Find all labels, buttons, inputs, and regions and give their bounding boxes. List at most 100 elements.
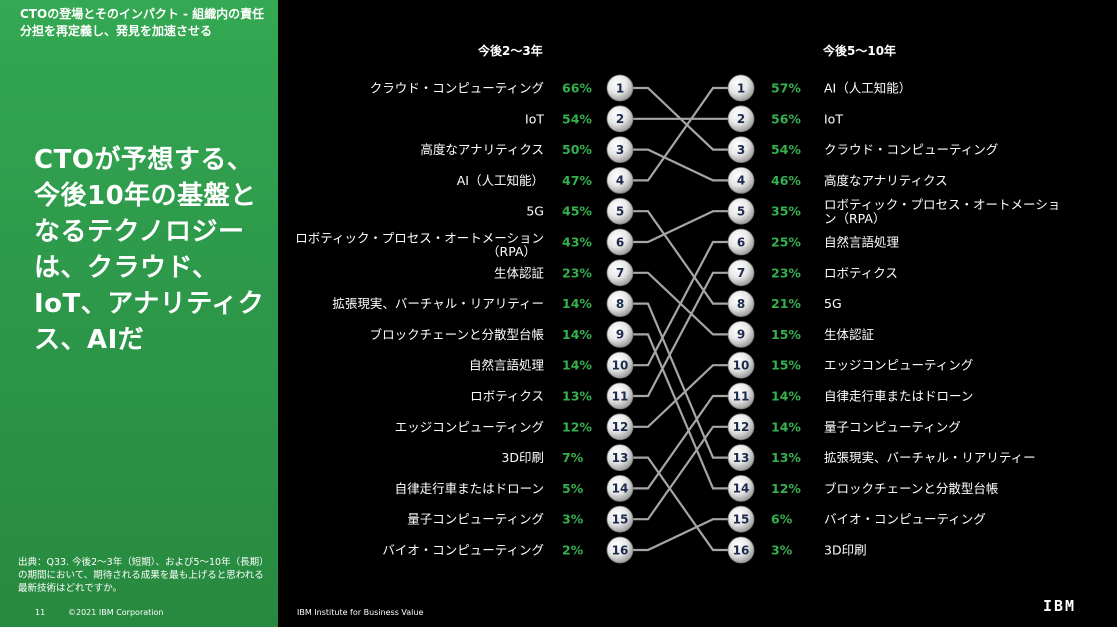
copyright: ©2021 IBM Corporation xyxy=(68,608,164,617)
long-term-rank-marker xyxy=(727,536,755,564)
long-term-percentage: 12% xyxy=(771,481,801,496)
short-term-rank-number: 5 xyxy=(616,205,624,219)
long-term-rank-number: 9 xyxy=(737,328,745,342)
long-term-title: 今後5～10年 xyxy=(823,44,897,58)
long-term-label: 自律走行車またはドローン xyxy=(824,389,973,404)
short-term-rank-number: 8 xyxy=(616,297,624,311)
short-term-rank-number: 4 xyxy=(616,174,624,188)
sidebar-panel: CTOの登場とそのインパクト - 組織内の責任分担を再定義し、発見を加速させる … xyxy=(0,0,278,627)
slide-subtitle: CTOの登場とそのインパクト - 組織内の責任分担を再定義し、発見を加速させる xyxy=(20,7,265,38)
short-term-rank-marker xyxy=(606,197,634,225)
long-term-percentage: 35% xyxy=(771,204,801,219)
long-term-rank-number: 13 xyxy=(733,451,750,465)
short-term-percentage: 5% xyxy=(562,481,584,496)
long-term-percentage: 57% xyxy=(771,81,801,96)
short-term-rank-number: 11 xyxy=(612,389,629,403)
rank-connector xyxy=(633,364,728,428)
long-term-percentage: 13% xyxy=(771,450,801,465)
long-term-rank-marker xyxy=(727,166,755,194)
short-term-percentage: 45% xyxy=(562,204,592,219)
long-term-percentage: 15% xyxy=(771,327,801,342)
short-term-label: 高度なアナリティクス xyxy=(420,142,544,157)
long-term-label: IoT xyxy=(824,111,843,126)
short-term-percentage: 12% xyxy=(562,419,592,434)
long-term-percentage: 14% xyxy=(771,419,801,434)
short-term-label: 5G xyxy=(526,204,544,219)
rank-connector xyxy=(633,456,728,552)
short-term-label: バイオ・コンピューティング xyxy=(382,543,544,558)
short-term-label: AI（人工知能） xyxy=(457,173,544,188)
short-term-label: 自然言語処理 xyxy=(469,358,545,373)
long-term-rank-number: 6 xyxy=(737,235,745,249)
long-term-rank-marker xyxy=(727,382,755,410)
rank-connector xyxy=(633,425,728,521)
source-note: 出典：Q33. 今後2～3年（短期）、および5～10年（長期）の期間において、期… xyxy=(18,557,264,594)
short-term-label: 生体認証 xyxy=(494,265,545,280)
rank-connector xyxy=(633,148,728,182)
short-term-rank-number: 2 xyxy=(616,112,624,126)
long-term-rank-marker xyxy=(727,505,755,533)
long-term-label: 自然言語処理 xyxy=(824,235,900,250)
short-term-label: 量子コンピューティング xyxy=(407,512,544,527)
short-term-rank-marker xyxy=(606,166,634,194)
long-term-label: クラウド・コンピューティング xyxy=(824,142,998,157)
short-term-rank-marker xyxy=(606,290,634,318)
long-term-rank-number: 10 xyxy=(733,359,750,373)
rank-connector xyxy=(633,210,728,244)
long-term-rank-number: 2 xyxy=(737,112,745,126)
long-term-label: エッジコンピューティング xyxy=(824,358,973,373)
short-term-label: 拡張現実、バーチャル・リアリティー xyxy=(332,296,544,311)
short-term-rank-number: 15 xyxy=(612,513,629,527)
long-term-percentage: 6% xyxy=(771,512,793,527)
short-term-rank-number: 12 xyxy=(612,420,629,434)
long-term-label: 生体認証 xyxy=(824,327,875,342)
long-term-percentage: 21% xyxy=(771,296,801,311)
long-term-rank-number: 7 xyxy=(737,266,745,280)
long-term-rank-number: 12 xyxy=(733,420,750,434)
long-term-percentage: 14% xyxy=(771,389,801,404)
long-term-percentage: 15% xyxy=(771,358,801,373)
rank-connector xyxy=(633,394,728,490)
short-term-title: 今後2～3年 xyxy=(478,44,543,58)
short-term-label: 3D印刷 xyxy=(501,450,544,465)
long-term-rank-marker xyxy=(727,228,755,256)
short-term-rank-marker xyxy=(606,228,634,256)
long-term-rank-marker xyxy=(727,197,755,225)
long-term-percentage: 46% xyxy=(771,173,801,188)
rank-connector xyxy=(633,271,728,398)
short-term-rank-marker xyxy=(606,136,634,164)
long-term-rank-marker xyxy=(727,290,755,318)
long-term-percentage: 54% xyxy=(771,142,801,157)
long-term-label: 高度なアナリティクス xyxy=(824,173,948,188)
long-term-rank-number: 16 xyxy=(733,543,750,557)
long-term-rank-number: 15 xyxy=(733,513,750,527)
short-term-rank-number: 13 xyxy=(612,451,629,465)
short-term-rank-number: 14 xyxy=(612,482,629,496)
long-term-percentage: 25% xyxy=(771,235,801,250)
slide-headline: CTOが予想する、今後10年の基盤となるテクノロジーは、クラウド、IoT、アナリ… xyxy=(34,145,265,355)
short-term-label: ロボティック・プロセス・オートメーション xyxy=(295,231,544,246)
short-term-rank-number: 16 xyxy=(612,543,629,557)
long-term-rank-marker xyxy=(727,136,755,164)
short-term-rank-marker xyxy=(606,474,634,502)
short-term-rank-marker xyxy=(606,536,634,564)
short-term-rank-marker xyxy=(606,259,634,287)
short-term-rank-marker xyxy=(606,444,634,472)
long-term-label: AI（人工知能） xyxy=(824,81,911,96)
long-term-label: ロボティック・プロセス・オートメーショ xyxy=(824,197,1060,212)
short-term-rank-marker xyxy=(606,105,634,133)
long-term-rank-number: 5 xyxy=(737,205,745,219)
long-term-rank-marker xyxy=(727,74,755,102)
short-term-rank-marker xyxy=(606,382,634,410)
rank-connector xyxy=(633,86,728,182)
short-term-percentage: 3% xyxy=(562,512,584,527)
long-term-label: バイオ・コンピューティング xyxy=(824,512,986,527)
short-term-rank-number: 3 xyxy=(616,143,624,157)
short-term-rank-number: 6 xyxy=(616,235,624,249)
long-term-rank-number: 3 xyxy=(737,143,745,157)
long-term-rank-marker xyxy=(727,413,755,441)
short-term-label-suffix: （RPA） xyxy=(487,244,536,259)
short-term-rank-marker xyxy=(606,505,634,533)
short-term-percentage: 14% xyxy=(562,358,592,373)
